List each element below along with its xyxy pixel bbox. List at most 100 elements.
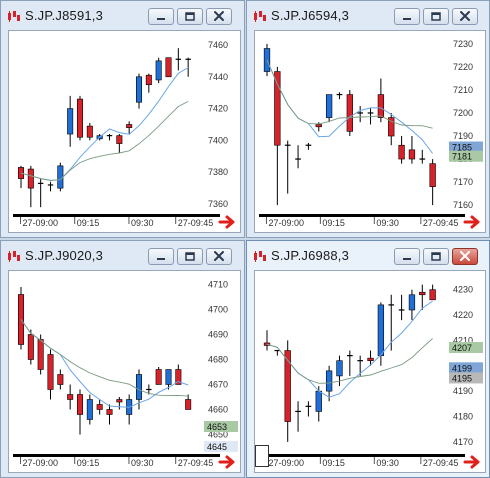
moving-average-slow (20, 319, 189, 397)
chart-canvas[interactable]: 423042204210420041904180417027-09:0009:1… (254, 270, 486, 473)
close-button[interactable] (452, 8, 478, 25)
price-tag-label: 7185 (452, 143, 472, 153)
candle (357, 106, 364, 123)
scroll-right-arrow-icon (218, 215, 235, 229)
window-resize-grip[interactable] (255, 445, 269, 467)
y-tick-label: 4650 (208, 430, 228, 440)
candlestick-chart: 7230722072107200719071807170716027-09:00… (259, 39, 483, 229)
minimize-icon (403, 258, 411, 260)
y-tick-label: 7230 (453, 39, 473, 49)
candle (284, 140, 291, 194)
candle (76, 95, 84, 141)
chart-window-j6594: S.JP.J6594,3 723072207210720071907180717… (246, 0, 490, 238)
candle (126, 121, 133, 135)
maximize-icon (185, 12, 195, 21)
time-axis-bar (13, 454, 220, 457)
minimize-icon (157, 258, 165, 260)
titlebar[interactable]: S.JP.J6594,3 (247, 1, 489, 31)
candle (116, 397, 123, 410)
candle (429, 284, 436, 301)
candle (47, 349, 54, 400)
x-tick-label: 09:15 (77, 218, 100, 228)
moving-average-slow (20, 100, 189, 181)
close-icon (460, 11, 470, 21)
minimize-button[interactable] (148, 8, 174, 25)
candle-chart-glyph (8, 11, 20, 22)
y-tick-label: 7220 (453, 62, 473, 72)
x-tick-label: 27-09:45 (423, 458, 459, 468)
maximize-icon (185, 252, 195, 261)
minimize-button[interactable] (394, 248, 420, 265)
chart-app-icon (7, 249, 21, 263)
close-icon (214, 251, 224, 261)
x-tick-label: 27-09:45 (423, 218, 459, 228)
candle (145, 73, 152, 93)
y-tick-label: 7380 (208, 167, 228, 177)
candle (67, 95, 74, 147)
minimize-button[interactable] (394, 8, 420, 25)
maximize-button[interactable] (177, 8, 203, 25)
y-tick-label: 4220 (453, 310, 473, 320)
y-tick-label: 4700 (208, 305, 228, 315)
candle (175, 48, 182, 71)
chart-app-icon (253, 249, 267, 263)
price-tag-label: 4195 (452, 373, 472, 383)
candle (37, 178, 44, 208)
x-tick-label: 09:30 (376, 218, 399, 228)
titlebar[interactable]: S.JP.J9020,3 (1, 241, 244, 271)
scroll-right-arrow-icon (218, 455, 235, 469)
candle (408, 289, 416, 321)
candle (116, 134, 123, 154)
close-button[interactable] (206, 248, 232, 265)
price-tag-label: 4653 (207, 422, 227, 432)
candle-chart-glyph (8, 251, 20, 262)
candlestick-chart: 7460 7440 7420 7400 7380 7360 27-09:00 09:15 09:… (13, 40, 235, 229)
y-tick-label: 7200 (453, 108, 473, 118)
candle (37, 334, 44, 375)
candle (325, 365, 333, 402)
x-tick-label: 09:15 (322, 458, 345, 468)
close-button[interactable] (206, 8, 232, 25)
candle (106, 134, 113, 141)
candle (96, 399, 103, 415)
candle (146, 384, 152, 395)
window-title: S.JP.J6988,3 (271, 248, 350, 263)
candle (27, 165, 34, 208)
x-tick-label: 27-09:45 (178, 218, 214, 228)
candle (86, 122, 93, 141)
candle (165, 369, 172, 390)
y-tick-label: 7160 (453, 200, 473, 210)
moving-average-slow (266, 59, 433, 129)
y-tick-label: 4180 (453, 411, 473, 421)
candle (17, 287, 25, 350)
candle (126, 394, 133, 425)
x-tick-label: 27-09:00 (22, 218, 58, 228)
y-tick-label: 4680 (208, 355, 228, 365)
price-tag-label: 4199 (452, 363, 472, 373)
chart-app-icon (253, 9, 267, 23)
candle (295, 145, 301, 169)
chart-canvas[interactable]: 4710 4700 4690 4680 4670 4660 4650 27-09:00 09:1… (8, 270, 241, 473)
candle (336, 92, 343, 100)
close-button[interactable] (452, 248, 478, 265)
candle (357, 355, 364, 376)
price-tag: 4195 (449, 372, 483, 384)
price-tag: 4645 (204, 441, 238, 452)
chart-canvas[interactable]: 7230722072107200719071807170716027-09:00… (254, 30, 486, 233)
maximize-button[interactable] (423, 8, 449, 25)
maximize-button[interactable] (423, 248, 449, 265)
candlestick-chart: 4710 4700 4690 4680 4670 4660 4650 27-09:00 09:1… (13, 280, 238, 469)
chart-canvas[interactable]: 7460 7440 7420 7400 7380 7360 27-09:00 09:15 09:… (8, 30, 241, 233)
titlebar[interactable]: S.JP.J6988,3 (247, 241, 489, 271)
titlebar[interactable]: S.JP.J8591,3 (1, 1, 244, 31)
candle (155, 367, 162, 385)
candle-chart-glyph (254, 11, 266, 22)
minimize-icon (403, 18, 411, 20)
chart-window-j9020: S.JP.J9020,3 4710 4700 4690 4680 4670 4660 465… (0, 240, 245, 478)
minimize-button[interactable] (148, 248, 174, 265)
candle (419, 149, 426, 164)
x-tick-label: 09:15 (77, 458, 100, 468)
maximize-icon (431, 252, 441, 261)
y-tick-label: 4670 (208, 380, 228, 390)
maximize-button[interactable] (177, 248, 203, 265)
